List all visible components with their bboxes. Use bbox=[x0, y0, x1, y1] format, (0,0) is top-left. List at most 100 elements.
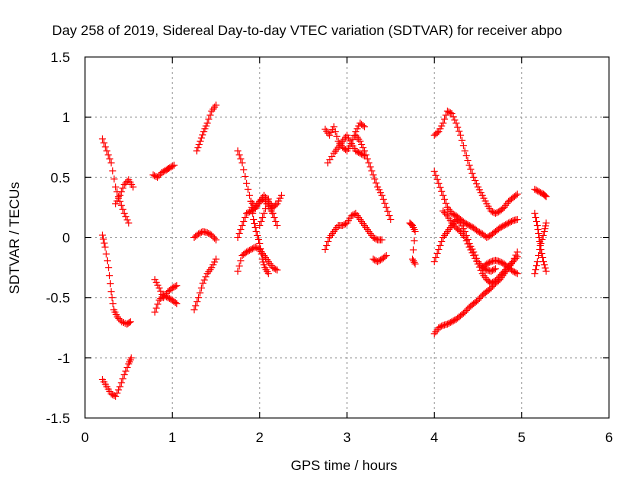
data-point bbox=[533, 217, 541, 225]
data-point bbox=[126, 318, 134, 326]
data-point bbox=[468, 169, 476, 177]
data-point bbox=[267, 205, 275, 213]
data-point bbox=[474, 296, 482, 304]
data-point bbox=[194, 144, 202, 152]
data-point bbox=[457, 131, 465, 139]
data-point bbox=[167, 163, 175, 171]
data-point bbox=[240, 166, 248, 174]
data-point bbox=[513, 270, 521, 278]
data-point bbox=[499, 222, 507, 230]
data-point bbox=[448, 318, 456, 326]
data-point bbox=[491, 277, 499, 285]
data-point bbox=[489, 278, 497, 286]
data-point bbox=[371, 175, 379, 183]
data-point bbox=[321, 246, 329, 254]
data-point bbox=[106, 155, 114, 163]
data-point bbox=[512, 269, 520, 277]
data-point bbox=[448, 110, 456, 118]
data-point bbox=[195, 140, 203, 148]
data-point bbox=[173, 282, 181, 290]
x-axis-title: GPS time / hours bbox=[291, 457, 398, 473]
data-point bbox=[257, 197, 265, 205]
data-point bbox=[411, 227, 419, 235]
series-f1 bbox=[406, 219, 419, 268]
data-point bbox=[439, 119, 447, 127]
data-point bbox=[475, 294, 483, 302]
data-point bbox=[494, 274, 502, 282]
series-d5 bbox=[256, 195, 281, 229]
x-tick-label: 0 bbox=[81, 429, 89, 445]
data-point bbox=[123, 216, 131, 224]
data-point bbox=[439, 191, 447, 199]
data-point bbox=[497, 270, 505, 278]
data-point bbox=[157, 287, 165, 295]
data-point bbox=[441, 209, 449, 217]
data-point bbox=[438, 238, 446, 246]
data-point bbox=[243, 209, 251, 217]
data-point bbox=[470, 173, 478, 181]
data-point bbox=[496, 258, 504, 266]
data-point bbox=[433, 129, 441, 137]
data-point bbox=[119, 205, 127, 213]
data-point bbox=[259, 213, 267, 221]
data-point bbox=[542, 193, 550, 201]
data-point bbox=[342, 220, 350, 228]
data-point bbox=[382, 203, 390, 211]
data-point bbox=[446, 319, 454, 327]
data-point bbox=[169, 162, 177, 170]
data-point bbox=[331, 128, 339, 136]
data-point bbox=[125, 319, 133, 327]
data-point bbox=[410, 237, 418, 245]
data-point bbox=[100, 239, 108, 247]
y-axis-title: SDTVAR / TECUs bbox=[6, 182, 22, 294]
data-point bbox=[155, 284, 163, 292]
data-point bbox=[116, 383, 124, 391]
data-point bbox=[353, 148, 361, 156]
series-e5 bbox=[369, 252, 390, 266]
data-point bbox=[467, 222, 475, 230]
data-point bbox=[455, 127, 463, 135]
data-point bbox=[243, 179, 251, 187]
data-point bbox=[203, 119, 211, 127]
data-point bbox=[358, 140, 366, 148]
data-point bbox=[264, 270, 272, 278]
data-point bbox=[537, 189, 545, 197]
data-point bbox=[462, 152, 470, 160]
data-point bbox=[499, 205, 507, 213]
series-a1 bbox=[98, 135, 133, 227]
data-point bbox=[206, 111, 214, 119]
data-point bbox=[436, 183, 444, 191]
data-point bbox=[541, 192, 549, 200]
data-point bbox=[369, 234, 377, 241]
data-point bbox=[170, 161, 178, 169]
data-point bbox=[152, 304, 160, 312]
data-point bbox=[381, 253, 389, 261]
data-point bbox=[490, 266, 498, 274]
data-point bbox=[154, 300, 162, 308]
data-point bbox=[433, 175, 441, 183]
series-a4 bbox=[98, 354, 135, 400]
data-point bbox=[438, 187, 446, 195]
series-c1 bbox=[193, 101, 220, 155]
data-point bbox=[359, 122, 367, 130]
data-point bbox=[149, 171, 157, 179]
data-point bbox=[240, 217, 248, 225]
data-point bbox=[252, 227, 260, 235]
data-point bbox=[430, 167, 438, 175]
data-point bbox=[249, 209, 257, 217]
data-point bbox=[118, 318, 126, 326]
data-point bbox=[255, 236, 263, 244]
data-point bbox=[441, 195, 449, 203]
data-point bbox=[237, 225, 245, 233]
data-point bbox=[542, 219, 550, 227]
data-point bbox=[363, 155, 371, 163]
data-point bbox=[324, 238, 332, 246]
data-point bbox=[443, 107, 451, 115]
data-point bbox=[360, 123, 368, 131]
data-point bbox=[158, 169, 166, 177]
series-g6 bbox=[478, 256, 521, 278]
data-point bbox=[193, 298, 201, 306]
data-point bbox=[110, 175, 118, 183]
